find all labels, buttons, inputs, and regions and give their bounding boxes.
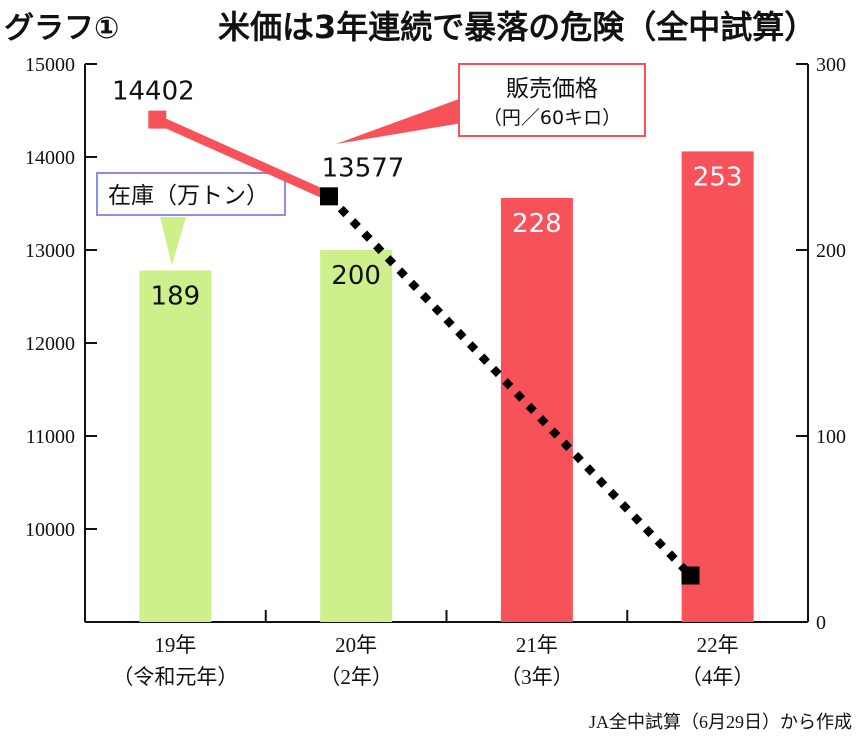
category-labels: 19年 （令和元年） 20年 （2年） 21年 （3年） 22年 （4年）	[112, 610, 754, 689]
category-label-3: 22年	[697, 633, 739, 657]
price-legend-label: 販売価格	[506, 76, 598, 102]
left-tick-label-5: 15000	[25, 54, 75, 76]
source-note: JA全中試算（6月29日）から作成	[589, 712, 852, 732]
graph-number: グラフ①	[4, 11, 119, 46]
left-axis-ticks: 10000 11000 12000 13000 14000 15000	[25, 54, 97, 541]
left-tick-label-2: 12000	[25, 333, 75, 355]
price-line	[148, 110, 700, 585]
price-labels: 14402 13577	[112, 77, 404, 184]
stock-bar-0	[139, 270, 212, 622]
price-label-1: 13577	[322, 153, 405, 183]
price-segment-dotted	[326, 193, 694, 579]
stock-legend-box	[96, 172, 286, 216]
right-tick-label-0: 0	[816, 612, 826, 634]
stock-bar-1	[320, 250, 393, 622]
left-tick-label-4: 14000	[25, 147, 75, 169]
category-label-0: 19年	[154, 633, 196, 657]
price-marker-2	[681, 566, 700, 585]
stock-bar-label-1: 200	[331, 261, 381, 291]
price-label-0: 14402	[112, 77, 195, 107]
stock-bar-3	[681, 151, 754, 623]
category-sublabel-3: （4年）	[681, 665, 755, 689]
category-sublabel-1: （2年）	[319, 665, 393, 689]
category-label-2: 21年	[516, 633, 558, 657]
category-label-1: 20年	[335, 633, 377, 657]
right-tick-label-1: 100	[816, 426, 846, 448]
stock-legend-label: 在庫（万トン）	[108, 183, 269, 209]
price-legend-box	[458, 63, 646, 137]
category-sublabel-0: （令和元年）	[112, 665, 238, 689]
chart-title: 米価は3年連続で暴落の危険（全中試算）	[218, 8, 816, 46]
right-axis-ticks: 0 100 200 300	[796, 54, 846, 634]
stock-bar-2	[500, 197, 573, 623]
price-legend-pointer	[336, 95, 470, 144]
category-sublabel-2: （3年）	[500, 665, 574, 689]
price-marker-1	[320, 187, 339, 206]
price-legend-unit: （円／60キロ）	[483, 107, 621, 129]
stock-bars	[139, 151, 754, 623]
stock-bar-labels: 189 200 228 253	[151, 162, 743, 311]
stock-bar-label-2: 228	[512, 209, 562, 239]
right-tick-label-3: 300	[816, 54, 846, 76]
left-tick-label-0: 10000	[25, 519, 75, 541]
stock-legend-pointer	[160, 217, 186, 265]
stock-bar-label-0: 189	[151, 281, 201, 311]
left-tick-label-3: 13000	[25, 240, 75, 262]
price-marker-0	[148, 110, 167, 129]
right-tick-label-2: 200	[816, 240, 846, 262]
stock-bar-label-3: 253	[693, 162, 743, 192]
left-tick-label-1: 11000	[26, 426, 75, 448]
price-segment-solid	[155, 115, 331, 201]
